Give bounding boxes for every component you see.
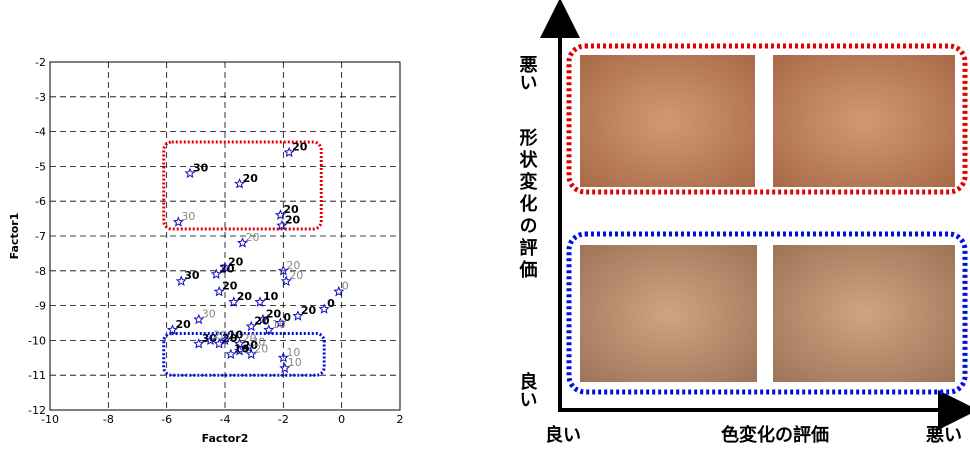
point-label: 20 xyxy=(301,304,317,317)
y-tick-label: -9 xyxy=(35,300,46,313)
y-axis-title: Factor1 xyxy=(8,213,21,260)
point-label: 30 xyxy=(202,308,216,321)
point-label: 30 xyxy=(181,210,195,223)
y-tick-label: -12 xyxy=(28,404,46,417)
point-label: 20 xyxy=(246,231,260,244)
point-label: 20 xyxy=(292,140,308,153)
x-axis-title: Factor2 xyxy=(202,432,249,445)
x-left-label: 良い xyxy=(545,424,581,446)
point-label: 10 xyxy=(263,290,279,303)
x-tick-label: -6 xyxy=(161,413,172,426)
point-label: 10 xyxy=(288,356,302,369)
x-tick-label: -8 xyxy=(103,413,114,426)
y-bottom-label: 良い xyxy=(517,371,538,408)
point-label: 20 xyxy=(222,280,238,293)
figure: -10-8-6-4-202-12-11-10-9-8-7-6-5-4-3-2Fa… xyxy=(0,0,970,450)
y-tick-label: -6 xyxy=(35,195,46,208)
point-label: 30 xyxy=(184,269,200,282)
y-tick-label: -2 xyxy=(35,56,46,69)
x-tick-label: 0 xyxy=(338,413,345,426)
point-label: 20 xyxy=(289,269,303,282)
point-label: 0 xyxy=(327,297,335,310)
point-label: 20 xyxy=(237,290,253,303)
photo xyxy=(580,55,755,187)
y-top-label: 悪い xyxy=(517,55,538,91)
diagram: 悪い 形状変化の評価 良い 良い 色変化の評価 悪い xyxy=(517,18,966,446)
photo xyxy=(773,55,955,187)
photo xyxy=(773,245,955,382)
y-tick-label: -10 xyxy=(28,334,46,347)
point-label: 20 xyxy=(176,318,192,331)
point-label: 30 xyxy=(193,161,209,174)
x-tick-label: -2 xyxy=(278,413,289,426)
y-tick-label: -5 xyxy=(35,160,46,173)
x-axis-title: 色変化の評価 xyxy=(721,424,829,446)
point-label: 20 xyxy=(254,342,268,355)
y-tick-label: -8 xyxy=(35,265,46,278)
point-label: 20 xyxy=(228,255,244,268)
photo xyxy=(580,245,757,382)
y-axis-title: 形状変化の評価 xyxy=(517,128,539,282)
y-tick-label: -4 xyxy=(35,126,46,139)
point-label: 0 xyxy=(342,280,349,293)
y-tick-label: -11 xyxy=(28,369,46,382)
y-tick-label: -7 xyxy=(35,230,46,243)
point-label: 10 xyxy=(228,328,244,341)
x-tick-label: 2 xyxy=(397,413,404,426)
x-right-label: 悪い xyxy=(926,425,962,446)
point-label: 20 xyxy=(243,172,259,185)
point-label: 20 xyxy=(254,314,270,327)
y-tick-label: -3 xyxy=(35,91,46,104)
point-label: 10 xyxy=(272,318,286,331)
x-tick-label: -4 xyxy=(220,413,231,426)
point-label: 20 xyxy=(285,214,301,227)
